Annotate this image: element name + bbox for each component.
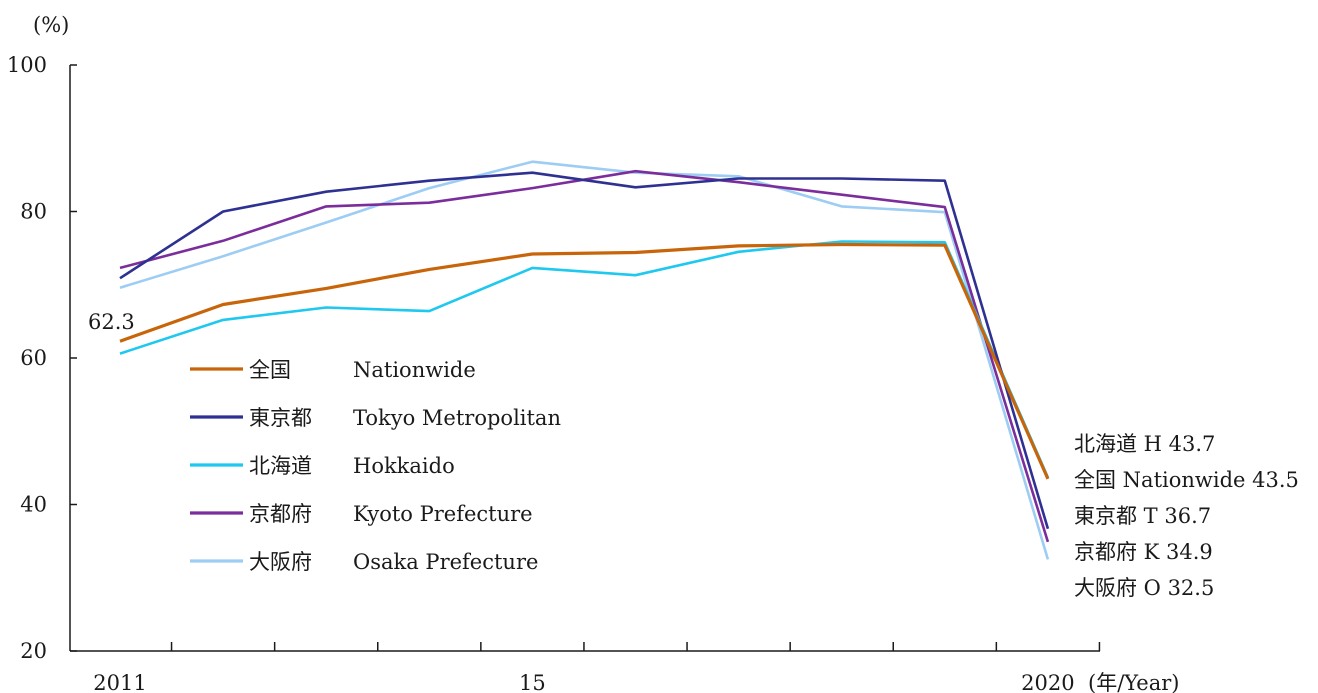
legend-label-en: Kyoto Prefecture (353, 502, 533, 526)
legend-label-ja: 東京都 (249, 406, 312, 430)
legend-label-ja: 大阪府 (249, 550, 312, 574)
y-tick-label: 80 (20, 200, 47, 224)
legend-item: 北海道 Hokkaido (190, 454, 455, 478)
legend-label-ja: 北海道 (249, 454, 312, 478)
legend-item: 東京都 Tokyo Metropolitan (190, 406, 561, 430)
series-line-tokyo-metropolitan (119, 171, 1050, 530)
x-tick-label: 15 (519, 671, 546, 693)
legend-label-en: Hokkaido (353, 454, 455, 478)
series-line-osaka-prefecture (119, 160, 1050, 560)
series-lines (119, 160, 1050, 560)
end-value-label: 北海道 H 43.7 (1074, 432, 1215, 456)
legend: 全国 Nationwide 東京都 Tokyo Metropolitan 北海道 Hokk… (190, 358, 561, 574)
y-tick-label: 20 (20, 639, 47, 663)
y-unit-label: (%) (33, 13, 69, 37)
start-value-label: 62.3 (88, 310, 135, 334)
legend-item: 大阪府 Osaka Prefecture (190, 550, 538, 574)
legend-label-ja: 全国 (249, 358, 291, 382)
legend-label-ja: 京都府 (249, 502, 312, 526)
y-tick-label: 40 (20, 493, 47, 517)
legend-label-en: Nationwide (353, 358, 476, 382)
end-value-label: 大阪府 O 32.5 (1074, 576, 1214, 600)
x-tick-label: 2011 (93, 671, 146, 693)
legend-item: 全国 Nationwide (190, 358, 476, 382)
x-tick-label: 2020 (1021, 671, 1074, 693)
y-tick-label: 60 (20, 346, 47, 370)
end-value-label: 全国 Nationwide 43.5 (1074, 468, 1299, 492)
annotations: 62.3 北海道 H 43.7 全国 Nationwide 43.5 東京都 T 36… (88, 310, 1299, 600)
x-axis-label: (年/Year) (1088, 671, 1180, 693)
series-line-kyoto-prefecture (119, 169, 1050, 543)
series-line-nationwide (119, 242, 1050, 480)
end-value-label: 東京都 T 36.7 (1074, 504, 1211, 528)
y-tick-label: 100 (7, 53, 47, 77)
legend-label-en: Osaka Prefecture (353, 550, 538, 574)
end-value-label: 京都府 K 34.9 (1074, 540, 1213, 564)
legend-label-en: Tokyo Metropolitan (353, 406, 561, 430)
series-line-hokkaido (119, 240, 1050, 478)
legend-item: 京都府 Kyoto Prefecture (190, 502, 533, 526)
axes: 20 40 60 80 100 (%) 2011 15 2020 (年/Year) (7, 13, 1180, 693)
